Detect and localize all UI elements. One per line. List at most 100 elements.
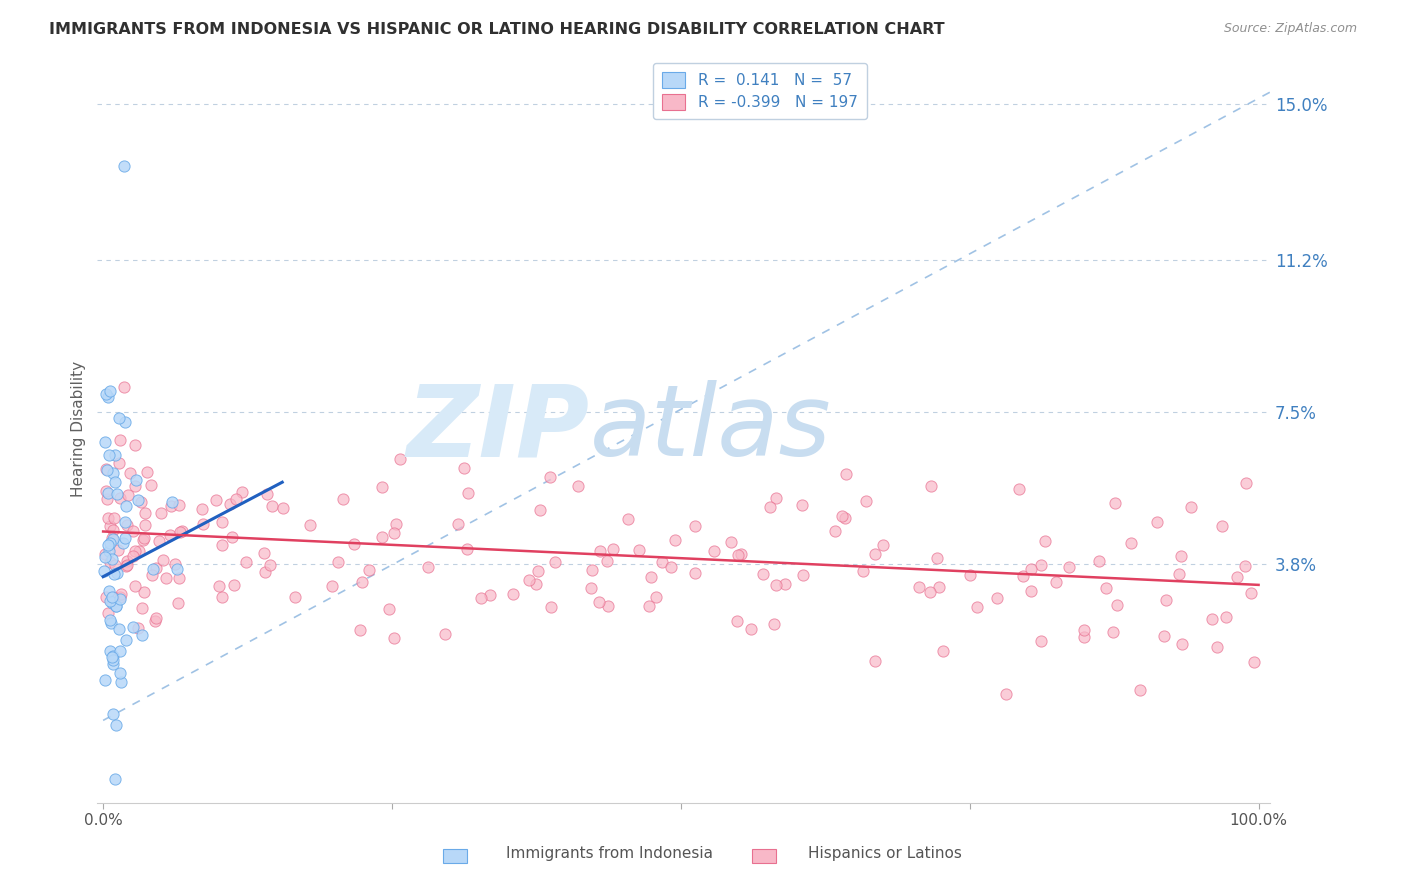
Point [103,475,125,489]
Point [790,498,813,512]
Point [457,485,479,500]
Point [253,565,276,579]
Point [98,449,121,463]
Point [928,580,950,594]
Point [105,487,128,501]
Point [110,591,132,605]
Point [920,585,942,599]
Point [298,518,321,533]
Point [100,384,122,398]
Point [124,579,146,593]
Point [98,594,121,608]
Point [659,560,682,574]
Text: Immigrants from Indonesia: Immigrants from Indonesia [506,847,713,861]
Point [129,495,152,509]
Point [132,533,155,548]
Point [101,648,124,663]
Point [94,462,117,476]
Point [382,631,405,645]
Point [544,555,567,569]
Point [1033,534,1056,549]
Point [150,507,173,521]
Point [765,491,787,505]
Point [98,583,121,598]
Point [453,461,475,475]
Point [1154,593,1177,607]
Point [100,643,122,657]
Point [101,524,124,538]
Point [155,571,177,585]
Point [1234,558,1257,573]
Point [683,566,706,581]
Point [1168,566,1191,581]
Point [105,599,128,614]
Point [101,706,124,721]
Point [370,480,392,494]
Point [579,582,602,596]
Point [1121,536,1143,550]
Point [1211,519,1233,533]
Point [108,456,131,470]
Point [378,602,401,616]
Point [114,415,136,429]
Point [191,516,214,531]
Point [124,479,146,493]
Point [104,448,127,462]
Point [538,469,561,483]
Point [433,626,456,640]
Point [1234,475,1257,490]
Point [117,558,139,573]
Point [224,578,246,592]
Point [602,541,624,556]
Point [1226,570,1249,584]
Point [752,567,775,582]
Point [124,544,146,558]
Point [100,615,122,630]
Point [97,510,120,524]
Point [683,518,706,533]
Point [105,566,128,581]
Point [148,534,170,549]
Point [986,591,1008,605]
Point [765,577,787,591]
Point [529,503,551,517]
Point [638,599,661,614]
Point [152,553,174,567]
Point [1045,574,1067,589]
Point [1102,624,1125,639]
Point [720,534,742,549]
Point [321,579,343,593]
Point [872,538,894,552]
Point [103,566,125,581]
Point [170,524,193,538]
Point [110,587,132,601]
Point [114,531,136,545]
Point [115,517,138,532]
Point [101,532,124,546]
Point [221,530,243,544]
Point [115,554,138,568]
Point [160,495,183,509]
Point [357,563,380,577]
Point [995,687,1018,701]
Point [567,479,589,493]
Point [167,498,190,512]
Point [112,159,135,173]
Point [588,594,610,608]
Point [1029,634,1052,648]
Point [125,473,148,487]
Point [925,550,948,565]
Point [1171,636,1194,650]
Point [143,615,166,629]
Point [382,525,405,540]
Point [139,478,162,492]
Point [101,657,124,671]
Point [640,570,662,584]
Point [725,614,748,628]
Point [115,558,138,573]
Point [101,466,124,480]
Point [1073,630,1095,644]
Point [385,517,408,532]
Point [108,491,131,505]
Point [211,515,233,529]
